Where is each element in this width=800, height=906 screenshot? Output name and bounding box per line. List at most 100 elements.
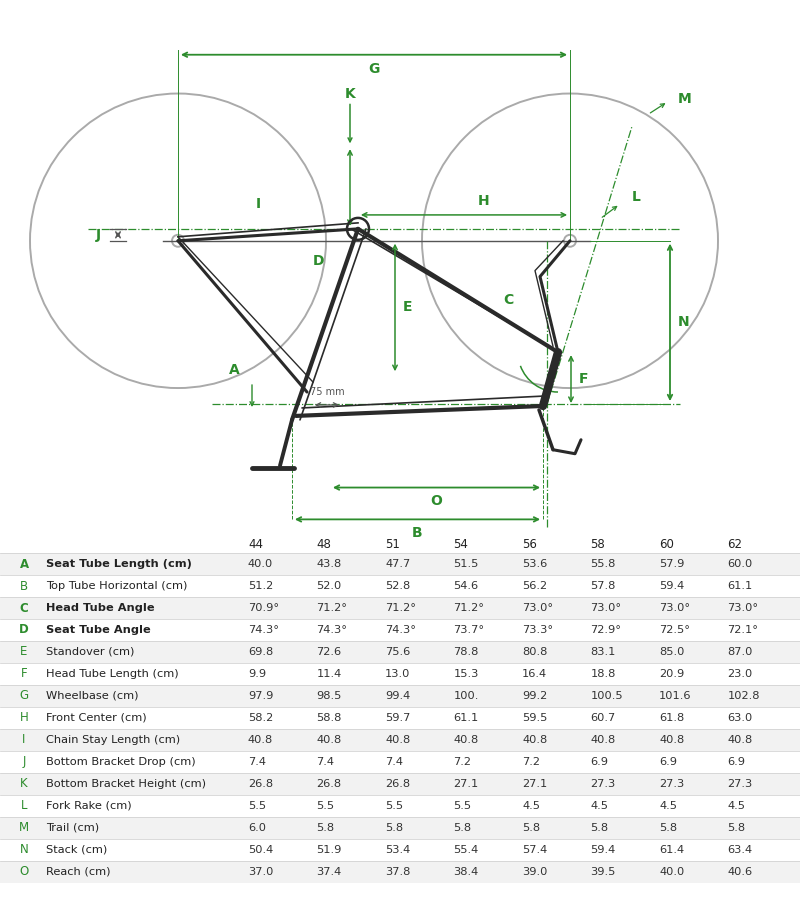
Text: Head Tube Angle: Head Tube Angle <box>46 603 155 613</box>
Text: F: F <box>578 372 588 386</box>
Text: 71.2°: 71.2° <box>317 603 347 613</box>
Text: 50.4: 50.4 <box>248 844 274 854</box>
Text: 56.2: 56.2 <box>522 581 547 591</box>
Text: A: A <box>229 363 239 377</box>
Text: 71.2°: 71.2° <box>385 603 416 613</box>
Text: 87.0: 87.0 <box>727 647 753 657</box>
Text: H: H <box>20 711 28 725</box>
Text: 18.8: 18.8 <box>590 669 616 679</box>
Text: 59.4: 59.4 <box>590 844 616 854</box>
Text: 97.9: 97.9 <box>248 691 274 701</box>
Text: 37.0: 37.0 <box>248 867 274 877</box>
Text: 59.4: 59.4 <box>659 581 684 591</box>
Text: Chain Stay Length (cm): Chain Stay Length (cm) <box>46 735 181 745</box>
Text: 7.2: 7.2 <box>454 757 471 766</box>
FancyBboxPatch shape <box>0 861 800 882</box>
Text: 57.9: 57.9 <box>659 559 684 569</box>
Text: 43.8: 43.8 <box>317 559 342 569</box>
Text: 5.8: 5.8 <box>317 823 334 833</box>
Text: 48: 48 <box>317 538 331 551</box>
Text: B: B <box>412 526 423 540</box>
Text: 40.8: 40.8 <box>727 735 753 745</box>
Text: 58: 58 <box>590 538 606 551</box>
Text: 75 mm: 75 mm <box>310 387 344 397</box>
Text: 13.0: 13.0 <box>385 669 410 679</box>
Text: C: C <box>20 602 28 614</box>
Text: 7.4: 7.4 <box>385 757 403 766</box>
Text: E: E <box>402 301 412 314</box>
Text: 61.1: 61.1 <box>727 581 753 591</box>
Text: 5.5: 5.5 <box>385 801 403 811</box>
Text: M: M <box>19 821 29 834</box>
Text: 26.8: 26.8 <box>317 779 342 789</box>
Text: Top Tube Horizontal (cm): Top Tube Horizontal (cm) <box>46 581 188 591</box>
FancyBboxPatch shape <box>0 728 800 751</box>
Text: 47.7: 47.7 <box>385 559 410 569</box>
FancyBboxPatch shape <box>0 597 800 619</box>
Text: 53.6: 53.6 <box>522 559 547 569</box>
Text: 40.8: 40.8 <box>522 735 547 745</box>
Text: E: E <box>20 645 28 659</box>
FancyBboxPatch shape <box>0 773 800 795</box>
Text: 5.8: 5.8 <box>590 823 609 833</box>
Text: Head Tube Length (cm): Head Tube Length (cm) <box>46 669 179 679</box>
Text: 6.9: 6.9 <box>659 757 677 766</box>
Text: 98.5: 98.5 <box>317 691 342 701</box>
Text: Bottom Bracket Height (cm): Bottom Bracket Height (cm) <box>46 779 206 789</box>
Text: 73.0°: 73.0° <box>727 603 758 613</box>
Text: 58.8: 58.8 <box>317 713 342 723</box>
Text: 75.6: 75.6 <box>385 647 410 657</box>
Text: M: M <box>678 92 692 107</box>
Text: Front Center (cm): Front Center (cm) <box>46 713 147 723</box>
Text: 51.2: 51.2 <box>248 581 274 591</box>
Text: 6.9: 6.9 <box>727 757 746 766</box>
Text: D: D <box>312 254 324 267</box>
Text: 55.4: 55.4 <box>454 844 478 854</box>
Text: 74.3°: 74.3° <box>248 625 279 635</box>
Text: B: B <box>20 580 28 593</box>
Text: Wheelbase (cm): Wheelbase (cm) <box>46 691 139 701</box>
Text: 39.0: 39.0 <box>522 867 547 877</box>
Text: 40.8: 40.8 <box>385 735 410 745</box>
Text: D: D <box>19 623 29 637</box>
Text: 4.5: 4.5 <box>522 801 540 811</box>
Text: 101.6: 101.6 <box>659 691 691 701</box>
Text: Seat Tube Length (cm): Seat Tube Length (cm) <box>46 559 192 569</box>
Text: Reach (cm): Reach (cm) <box>46 867 111 877</box>
Text: 11.4: 11.4 <box>317 669 342 679</box>
Text: 99.2: 99.2 <box>522 691 547 701</box>
Text: 57.4: 57.4 <box>522 844 547 854</box>
Text: K: K <box>345 87 355 101</box>
Text: 61.1: 61.1 <box>454 713 478 723</box>
Text: Fork Rake (cm): Fork Rake (cm) <box>46 801 132 811</box>
Text: 54: 54 <box>454 538 468 551</box>
Text: 7.2: 7.2 <box>522 757 540 766</box>
Text: 52.8: 52.8 <box>385 581 410 591</box>
Text: 40.0: 40.0 <box>248 559 274 569</box>
Text: 85.0: 85.0 <box>659 647 684 657</box>
Text: 27.3: 27.3 <box>727 779 753 789</box>
Text: 72.1°: 72.1° <box>727 625 758 635</box>
Text: 5.8: 5.8 <box>727 823 746 833</box>
Text: 100.: 100. <box>454 691 479 701</box>
Text: 37.4: 37.4 <box>317 867 342 877</box>
Text: 53.4: 53.4 <box>385 844 410 854</box>
Text: 80.8: 80.8 <box>522 647 547 657</box>
Text: 4.5: 4.5 <box>727 801 746 811</box>
Text: 73.7°: 73.7° <box>454 625 485 635</box>
Text: 40.8: 40.8 <box>590 735 616 745</box>
Text: 27.3: 27.3 <box>590 779 616 789</box>
Text: 55.8: 55.8 <box>590 559 616 569</box>
Text: 59.5: 59.5 <box>522 713 547 723</box>
Text: 15.3: 15.3 <box>454 669 479 679</box>
Text: I: I <box>255 197 261 211</box>
Text: 5.8: 5.8 <box>454 823 472 833</box>
Text: 5.8: 5.8 <box>659 823 677 833</box>
Text: 73.0°: 73.0° <box>590 603 622 613</box>
Text: 102.8: 102.8 <box>727 691 760 701</box>
Text: 26.8: 26.8 <box>248 779 273 789</box>
Text: Stack (cm): Stack (cm) <box>46 844 108 854</box>
Text: 60.0: 60.0 <box>727 559 753 569</box>
Text: Standover (cm): Standover (cm) <box>46 647 134 657</box>
Text: 7.4: 7.4 <box>317 757 334 766</box>
